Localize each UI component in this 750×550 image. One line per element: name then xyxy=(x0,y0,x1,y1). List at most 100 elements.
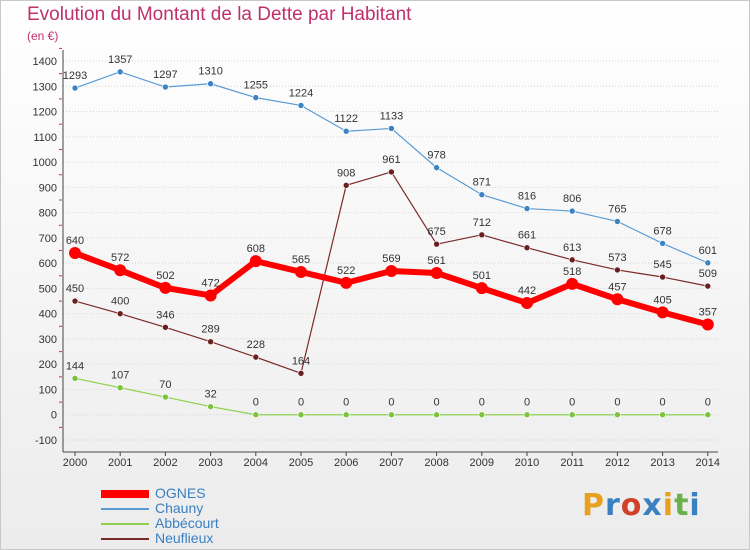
data-label: 346 xyxy=(156,309,174,321)
data-label: 0 xyxy=(660,397,666,409)
data-label: 0 xyxy=(524,397,530,409)
legend-label: OGNES xyxy=(155,485,206,501)
data-label: 561 xyxy=(427,255,445,267)
y-tick-label: 700 xyxy=(39,233,57,245)
data-point xyxy=(252,94,260,101)
data-label: 442 xyxy=(518,285,536,297)
proxiti-logo: Proxiti xyxy=(582,488,701,523)
data-label: 765 xyxy=(608,203,626,215)
data-label: 107 xyxy=(111,370,129,382)
data-label: 613 xyxy=(563,242,581,254)
x-tick-label: 2001 xyxy=(108,457,132,469)
x-tick-label: 2012 xyxy=(605,457,629,469)
data-label: 502 xyxy=(156,270,174,282)
data-label: 1357 xyxy=(108,54,132,66)
data-label: 806 xyxy=(563,193,581,205)
y-tick-label: -100 xyxy=(35,435,57,447)
data-label: 501 xyxy=(473,270,491,282)
data-label: 565 xyxy=(292,254,310,266)
legend-swatch xyxy=(101,523,149,525)
data-point xyxy=(566,277,579,290)
x-tick-label: 2000 xyxy=(63,457,87,469)
data-point xyxy=(704,282,712,290)
y-tick-label: 400 xyxy=(39,309,57,321)
data-point xyxy=(568,256,576,264)
data-label: 661 xyxy=(518,230,536,242)
data-point xyxy=(71,84,79,92)
data-label: 573 xyxy=(608,252,626,264)
legend-label: Abbécourt xyxy=(155,515,219,531)
data-label: 450 xyxy=(66,283,84,295)
data-label: 289 xyxy=(201,324,219,336)
x-tick-label: 2014 xyxy=(696,457,720,469)
data-point xyxy=(342,411,350,419)
data-label: 640 xyxy=(66,235,84,247)
data-label: 32 xyxy=(204,389,216,401)
data-point xyxy=(162,393,169,401)
data-point xyxy=(71,375,79,382)
data-point xyxy=(388,168,395,176)
series-line-chauny xyxy=(74,71,709,264)
x-tick-label: 2005 xyxy=(289,457,313,469)
data-label: 871 xyxy=(473,177,491,189)
data-point xyxy=(340,276,353,289)
x-tick-label: 2008 xyxy=(424,457,448,469)
data-point xyxy=(659,240,666,247)
data-label: 0 xyxy=(253,397,259,409)
data-label: 472 xyxy=(201,277,219,289)
data-point xyxy=(252,353,260,361)
data-label: 601 xyxy=(699,245,717,257)
legend-swatch xyxy=(101,490,149,498)
data-label: 509 xyxy=(699,268,717,280)
y-tick-label: 500 xyxy=(39,283,57,295)
legend-item: Abbécourt xyxy=(101,515,301,531)
x-tick-label: 2007 xyxy=(379,457,403,469)
y-tick-label: 800 xyxy=(39,208,57,220)
data-label: 0 xyxy=(298,397,304,409)
chart-subtitle: (en €) xyxy=(27,29,59,43)
data-point xyxy=(656,306,669,319)
data-point xyxy=(659,411,666,419)
data-point xyxy=(433,411,440,419)
data-point xyxy=(523,205,531,212)
data-point xyxy=(611,293,624,306)
x-tick-label: 2009 xyxy=(470,457,494,469)
x-tick-label: 2010 xyxy=(515,457,539,469)
data-point xyxy=(523,244,531,252)
legend-item: Neuflieux xyxy=(101,530,301,546)
data-label: 1224 xyxy=(289,87,313,99)
data-point xyxy=(433,164,440,171)
data-label: 608 xyxy=(247,243,265,255)
data-label: 816 xyxy=(518,191,536,203)
data-label: 400 xyxy=(111,296,129,308)
data-label: 144 xyxy=(66,360,84,372)
data-point xyxy=(478,191,486,198)
y-tick-label: 1300 xyxy=(33,81,57,93)
data-point xyxy=(116,384,124,391)
data-label: 1255 xyxy=(244,80,268,92)
x-tick-label: 2003 xyxy=(198,457,222,469)
data-point xyxy=(162,83,169,91)
data-label: 457 xyxy=(608,281,626,293)
data-point xyxy=(614,266,621,274)
data-label: 678 xyxy=(653,225,671,237)
data-point xyxy=(568,411,576,419)
data-point xyxy=(297,102,305,109)
data-label: 1297 xyxy=(153,69,177,81)
data-point xyxy=(659,273,666,281)
data-point xyxy=(249,255,262,268)
data-label: 978 xyxy=(427,150,445,162)
data-label: 0 xyxy=(614,397,620,409)
y-tick-label: 1000 xyxy=(33,157,57,169)
data-label: 357 xyxy=(699,307,717,319)
data-point xyxy=(207,80,214,88)
data-label: 405 xyxy=(653,294,671,306)
data-point xyxy=(252,411,260,419)
data-point xyxy=(430,266,443,279)
data-point xyxy=(342,182,350,189)
data-point xyxy=(523,411,531,419)
data-point xyxy=(295,265,307,278)
data-point xyxy=(385,264,398,277)
x-tick-label: 2013 xyxy=(650,457,674,469)
y-tick-label: 900 xyxy=(39,182,57,194)
